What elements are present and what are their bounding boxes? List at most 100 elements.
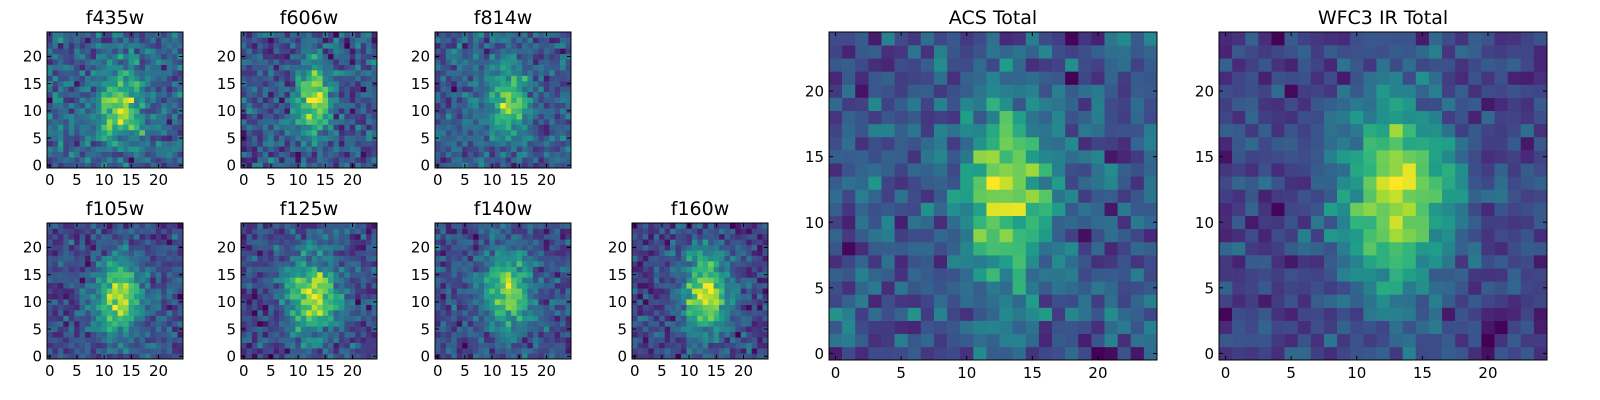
heatmap-cell — [478, 119, 485, 125]
heatmap-cell — [632, 239, 638, 246]
heatmap-cell — [289, 239, 296, 246]
heatmap-cell — [306, 37, 313, 44]
heatmap-cell — [467, 320, 474, 327]
heatmap-cell — [632, 266, 638, 273]
heatmap-cell — [511, 129, 517, 136]
heatmap-cell — [338, 271, 345, 278]
heatmap-cell — [505, 124, 512, 131]
heatmap-cell — [360, 42, 367, 49]
heatmap-cell — [63, 37, 70, 44]
heatmap-cell — [262, 228, 269, 235]
heatmap-cell — [440, 113, 447, 120]
heatmap-cell — [251, 299, 258, 305]
heatmap-cell — [907, 255, 922, 269]
heatmap-cell — [284, 86, 291, 93]
heatmap-cell — [344, 293, 351, 300]
heatmap-cell — [371, 32, 378, 38]
heatmap-cell — [973, 176, 987, 190]
heatmap-cell — [328, 80, 334, 87]
heatmap-cell — [445, 304, 452, 311]
heatmap-cell — [295, 37, 302, 44]
heatmap-cell — [500, 250, 507, 256]
heatmap-cell — [295, 124, 302, 131]
heatmap-cell — [532, 119, 539, 125]
heatmap-cell — [63, 255, 70, 262]
heatmap-cell — [106, 244, 113, 251]
heatmap-cell — [289, 315, 296, 322]
heatmap-cell — [366, 157, 372, 163]
heatmap-cell — [1091, 255, 1105, 269]
heatmap-cell — [527, 97, 534, 104]
heatmap-cell — [355, 233, 361, 240]
heatmap-cell — [150, 266, 157, 273]
heatmap-cell — [565, 348, 572, 354]
heatmap-cell — [52, 113, 59, 120]
heatmap-cell — [973, 320, 987, 335]
heatmap-cell — [90, 140, 97, 147]
heatmap-cell — [47, 124, 53, 131]
heatmap-cell — [257, 80, 264, 87]
heatmap-cell — [101, 53, 108, 60]
heatmap-cell — [451, 113, 458, 120]
heatmap-cell — [128, 53, 135, 60]
heatmap-cell — [284, 223, 291, 229]
heatmap-cell — [322, 255, 329, 262]
heatmap-cell — [680, 326, 687, 333]
heatmap-cell — [349, 250, 356, 256]
heatmap-cell — [511, 102, 517, 109]
heatmap-cell — [311, 277, 318, 284]
heatmap-cell — [543, 239, 550, 246]
heatmap-cell — [139, 255, 146, 262]
heatmap-cell — [289, 255, 296, 262]
heatmap-cell — [637, 353, 644, 360]
heatmap-cell — [527, 124, 534, 131]
heatmap-cell — [344, 304, 351, 311]
heatmap-cell — [456, 80, 463, 87]
heatmap-cell — [435, 146, 441, 152]
heatmap-cell — [268, 97, 274, 104]
heatmap-cell — [986, 294, 1000, 308]
heatmap-cell — [300, 140, 307, 147]
heatmap-cell — [440, 266, 447, 273]
heatmap-cell — [1130, 268, 1145, 282]
heatmap-cell — [719, 244, 725, 251]
heatmap-cell — [273, 146, 280, 152]
heatmap-cell — [306, 75, 313, 82]
heatmap-cell — [251, 331, 258, 338]
heatmap-cell — [560, 288, 566, 295]
heatmap-cell — [565, 42, 572, 49]
heatmap-cell — [123, 119, 129, 125]
heatmap-cell — [161, 310, 167, 316]
heatmap-cell — [440, 326, 447, 333]
heatmap-cell — [973, 228, 987, 243]
heatmap-cell — [295, 239, 302, 246]
heatmap-cell — [322, 310, 329, 316]
heatmap-cell — [47, 91, 53, 98]
heatmap-cell — [659, 288, 665, 295]
x-tick-label: 0 — [433, 171, 443, 189]
heatmap-cell — [311, 288, 318, 295]
heatmap-cell — [284, 288, 291, 295]
heatmap-cell — [1143, 163, 1158, 177]
heatmap-cell — [642, 282, 649, 289]
heatmap-cell — [284, 326, 291, 333]
heatmap-cell — [360, 135, 367, 142]
heatmap-cell — [933, 255, 948, 269]
heatmap-cell — [642, 320, 649, 327]
heatmap-cell — [659, 310, 665, 316]
heatmap-cell — [538, 70, 545, 76]
heatmap-cell — [241, 342, 247, 349]
heatmap-cell — [90, 348, 97, 354]
heatmap-cell — [257, 228, 264, 235]
heatmap-cell — [262, 239, 269, 246]
heatmap-cell — [554, 151, 561, 158]
heatmap-cell — [106, 146, 113, 152]
plot-frame — [46, 31, 184, 169]
heatmap-cell — [172, 102, 178, 109]
heatmap-cell — [52, 326, 59, 333]
heatmap-cell — [289, 129, 296, 136]
heatmap-cell — [440, 75, 447, 82]
heatmap-cell — [355, 250, 361, 256]
heatmap-cell — [106, 326, 113, 333]
heatmap-cell — [338, 223, 345, 229]
